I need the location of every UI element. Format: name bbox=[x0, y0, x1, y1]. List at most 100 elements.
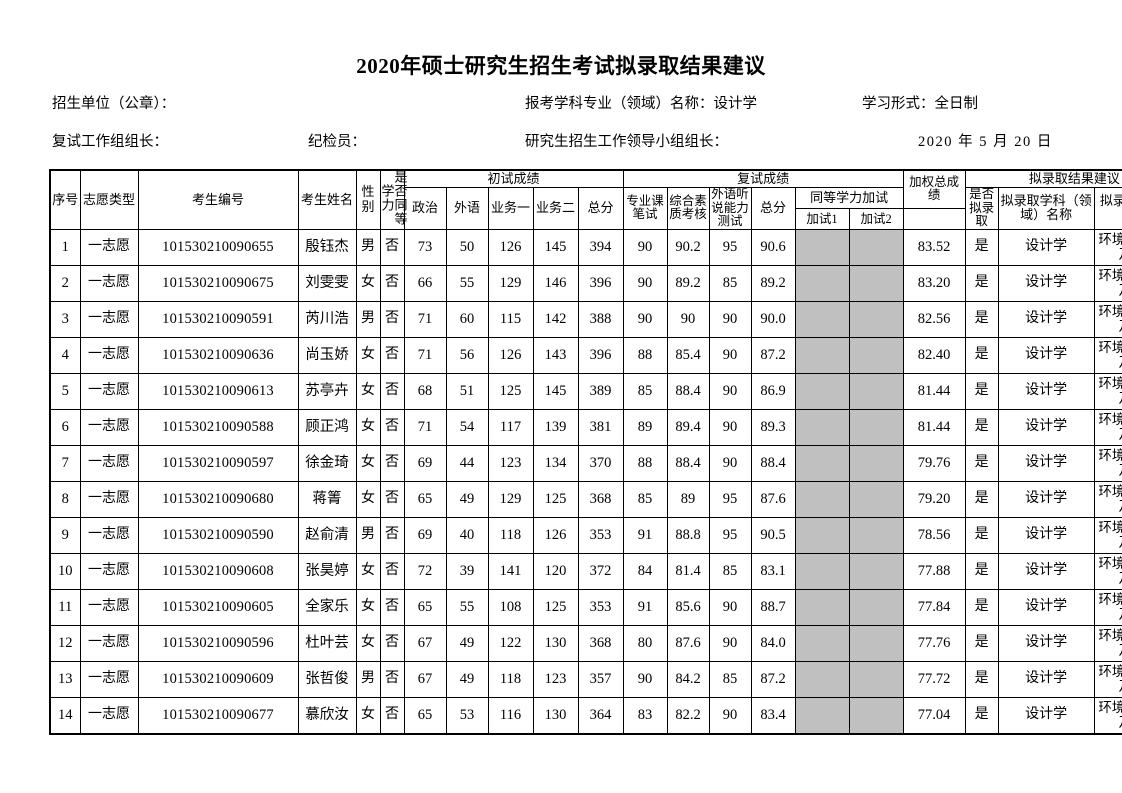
cell-candidate-id: 101530210090608 bbox=[137, 552, 299, 590]
cell-extra-2 bbox=[848, 624, 904, 662]
cell-extra-1 bbox=[794, 372, 850, 410]
cell-extra-2 bbox=[848, 588, 904, 626]
cell-weighted-total: 83.20 bbox=[902, 264, 966, 302]
cell-listening-speaking: 85 bbox=[708, 552, 752, 590]
cell-admitted-direction: 环境艺术设计及理论 bbox=[1093, 660, 1122, 698]
cell-foreign-language: 53 bbox=[445, 696, 489, 735]
cell-business-two: 130 bbox=[532, 696, 579, 735]
cell-business-two: 120 bbox=[532, 552, 579, 590]
cell-candidate-name: 全家乐 bbox=[297, 588, 357, 626]
cell-business-two: 145 bbox=[532, 228, 579, 266]
admission-unit-label: 招生单位（公章）： bbox=[52, 96, 176, 112]
cell-business-two: 134 bbox=[532, 444, 579, 482]
results-table: 序号 志愿类型 考生编号 考生姓名 性别 是否同等学力 初试成绩 复试成绩 加权… bbox=[49, 169, 1122, 735]
cell-seq: 11 bbox=[49, 588, 81, 626]
cell-politics: 67 bbox=[403, 624, 447, 662]
cell-business-two: 146 bbox=[532, 264, 579, 302]
cell-business-one: 125 bbox=[487, 372, 534, 410]
cell-retest-total: 83.4 bbox=[750, 696, 796, 735]
cell-weighted-total: 78.56 bbox=[902, 516, 966, 554]
cell-weighted-total: 77.76 bbox=[902, 624, 966, 662]
cell-comprehensive: 88.4 bbox=[666, 444, 710, 482]
cell-business-two: 123 bbox=[532, 660, 579, 698]
cell-admitted-major: 设计学 bbox=[997, 300, 1095, 338]
cell-extra-1 bbox=[794, 516, 850, 554]
cell-extra-1 bbox=[794, 444, 850, 482]
cell-extra-2 bbox=[848, 660, 904, 698]
cell-listening-speaking: 95 bbox=[708, 228, 752, 266]
cell-wish-type: 一志愿 bbox=[79, 516, 139, 554]
th-admitted-direction: 拟录取研究方向 bbox=[1093, 187, 1122, 230]
cell-equal-ability: 否 bbox=[379, 336, 405, 374]
cell-admitted-direction: 环境艺术设计及理论 bbox=[1093, 552, 1122, 590]
cell-is-admitted: 是 bbox=[964, 444, 999, 482]
cell-politics: 66 bbox=[403, 264, 447, 302]
cell-listening-speaking: 90 bbox=[708, 696, 752, 735]
cell-is-admitted: 是 bbox=[964, 660, 999, 698]
cell-weighted-total: 83.52 bbox=[902, 228, 966, 266]
table-row: 1 一志愿 101530210090655 殷钰杰男否 73 50 126 145 394 90 9… bbox=[49, 228, 1122, 266]
cell-business-one: 129 bbox=[487, 480, 534, 518]
cell-retest-total: 90.0 bbox=[750, 300, 796, 338]
cell-business-one: 116 bbox=[487, 696, 534, 735]
cell-admitted-major: 设计学 bbox=[997, 336, 1095, 374]
cell-politics: 69 bbox=[403, 516, 447, 554]
cell-major-written: 90 bbox=[622, 228, 668, 266]
cell-admitted-major: 设计学 bbox=[997, 444, 1095, 482]
cell-candidate-id: 101530210090613 bbox=[137, 372, 299, 410]
cell-gender: 女 bbox=[355, 552, 381, 590]
cell-politics: 68 bbox=[403, 372, 447, 410]
cell-politics: 71 bbox=[403, 300, 447, 338]
cell-politics: 65 bbox=[403, 480, 447, 518]
table-row: 9 一志愿 101530210090590 赵俞清男否 69 40 118 126 353 91 8… bbox=[49, 516, 1122, 554]
cell-admitted-major: 设计学 bbox=[997, 552, 1095, 590]
table-row: 6 一志愿 101530210090588 顾正鸿女否 71 54 117 139 381 89 8… bbox=[49, 408, 1122, 446]
cell-listening-speaking: 85 bbox=[708, 660, 752, 698]
cell-gender: 女 bbox=[355, 480, 381, 518]
th-equal-extra-group: 同等学力加试 bbox=[794, 187, 904, 209]
cell-candidate-name: 张哲俊 bbox=[297, 660, 357, 698]
cell-extra-2 bbox=[848, 300, 904, 338]
cell-equal-ability: 否 bbox=[379, 408, 405, 446]
cell-is-admitted: 是 bbox=[964, 336, 999, 374]
cell-extra-1 bbox=[794, 552, 850, 590]
table-row: 11 一志愿 101530210090605 全家乐女否 65 55 108 125 353 91… bbox=[49, 588, 1122, 626]
cell-wish-type: 一志愿 bbox=[79, 264, 139, 302]
cell-candidate-id: 101530210090675 bbox=[137, 264, 299, 302]
cell-first-total: 381 bbox=[577, 408, 624, 446]
cell-comprehensive: 89.4 bbox=[666, 408, 710, 446]
th-major-written: 专业课笔试 bbox=[622, 187, 668, 230]
cell-comprehensive: 89 bbox=[666, 480, 710, 518]
meta-row-top: 招生单位（公章）： 报考学科专业（领域）名称：设计学 学习形式：全日制 bbox=[0, 92, 1122, 114]
cell-wish-type: 一志愿 bbox=[79, 444, 139, 482]
cell-listening-speaking: 95 bbox=[708, 516, 752, 554]
cell-business-two: 139 bbox=[532, 408, 579, 446]
th-retest-group: 复试成绩 bbox=[622, 169, 904, 188]
cell-business-one: 118 bbox=[487, 516, 534, 554]
cell-foreign-language: 60 bbox=[445, 300, 489, 338]
cell-admitted-major: 设计学 bbox=[997, 516, 1095, 554]
cell-retest-total: 88.7 bbox=[750, 588, 796, 626]
cell-comprehensive: 85.6 bbox=[666, 588, 710, 626]
cell-politics: 65 bbox=[403, 588, 447, 626]
cell-business-one: 141 bbox=[487, 552, 534, 590]
cell-equal-ability: 否 bbox=[379, 552, 405, 590]
cell-foreign-language: 55 bbox=[445, 264, 489, 302]
cell-admitted-direction: 环境艺术设计及理论 bbox=[1093, 264, 1122, 302]
cell-extra-1 bbox=[794, 336, 850, 374]
cell-seq: 7 bbox=[49, 444, 81, 482]
cell-candidate-id: 101530210090588 bbox=[137, 408, 299, 446]
cell-major-written: 90 bbox=[622, 264, 668, 302]
th-result-group: 拟录取结果建议 bbox=[964, 169, 1122, 188]
cell-politics: 72 bbox=[403, 552, 447, 590]
cell-comprehensive: 90 bbox=[666, 300, 710, 338]
cell-is-admitted: 是 bbox=[964, 696, 999, 735]
cell-seq: 6 bbox=[49, 408, 81, 446]
cell-candidate-name: 顾正鸿 bbox=[297, 408, 357, 446]
cell-business-two: 145 bbox=[532, 372, 579, 410]
cell-first-total: 368 bbox=[577, 624, 624, 662]
th-first-total: 总分 bbox=[577, 187, 624, 230]
th-retest-total: 总分 bbox=[750, 187, 796, 230]
th-candidate-id: 考生编号 bbox=[137, 169, 299, 230]
